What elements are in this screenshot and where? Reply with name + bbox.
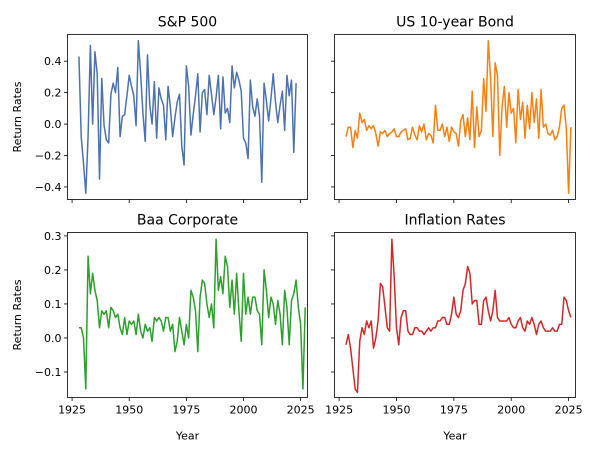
- x-tick-label: 2025: [555, 404, 583, 417]
- series-line: [345, 40, 572, 194]
- x-tick-label: 2000: [497, 404, 525, 417]
- subplot-title: Inflation Rates: [404, 213, 505, 229]
- x-tick-label: 2025: [287, 404, 315, 417]
- y-tick-label: 0.2: [44, 87, 62, 100]
- x-tick-label: 1925: [325, 404, 353, 417]
- subplot-title: US 10-year Bond: [396, 15, 514, 31]
- x-tick-label: 2000: [230, 404, 258, 417]
- subplot-4: Inflation Rates 1925 1950 1975 2000 2025 Year: [325, 213, 583, 443]
- y-tick-label: −0.2: [35, 150, 62, 163]
- subplot-title: S&P 500: [158, 15, 217, 31]
- x-axis-label: Year: [175, 430, 200, 443]
- x-tick-label: 1975: [172, 404, 200, 417]
- subplot-title: Baa Corporate: [137, 213, 238, 229]
- y-tick-label: 0.4: [44, 55, 62, 68]
- y-tick-label: −0.1: [35, 366, 62, 379]
- x-tick-label: 1950: [382, 404, 410, 417]
- y-axis-label: Return Rates: [11, 81, 24, 152]
- subplot-2: US 10-year Bond: [331, 15, 576, 203]
- y-tick-label: −0.4: [35, 181, 62, 194]
- x-tick-label: 1975: [440, 404, 468, 417]
- y-tick-label: 0.3: [44, 230, 62, 243]
- axes-frame: [334, 34, 576, 200]
- y-tick-label: 0.2: [44, 264, 62, 277]
- axes-frame: [67, 34, 308, 200]
- y-tick-label: 0.0: [44, 332, 62, 345]
- series-line: [78, 238, 306, 390]
- subplot-1: S&P 500 −0.4 −0.2 0.0 0.2 0.4 Return Rates: [11, 15, 308, 203]
- axes-frame: [334, 232, 576, 398]
- subplot-3: Baa Corporate −0.1 0.0 0.1 0.2 0.3 1925 1950 197…: [11, 213, 315, 443]
- series-line: [345, 238, 572, 394]
- x-tick-label: 1950: [115, 404, 143, 417]
- y-tick-label: 0.0: [44, 118, 62, 131]
- axes-frame: [67, 232, 308, 398]
- y-tick-label: 0.1: [44, 298, 62, 311]
- y-axis-label: Return Rates: [11, 279, 24, 350]
- x-axis-label: Year: [442, 430, 467, 443]
- series-line: [78, 40, 297, 194]
- x-tick-label: 1925: [58, 404, 86, 417]
